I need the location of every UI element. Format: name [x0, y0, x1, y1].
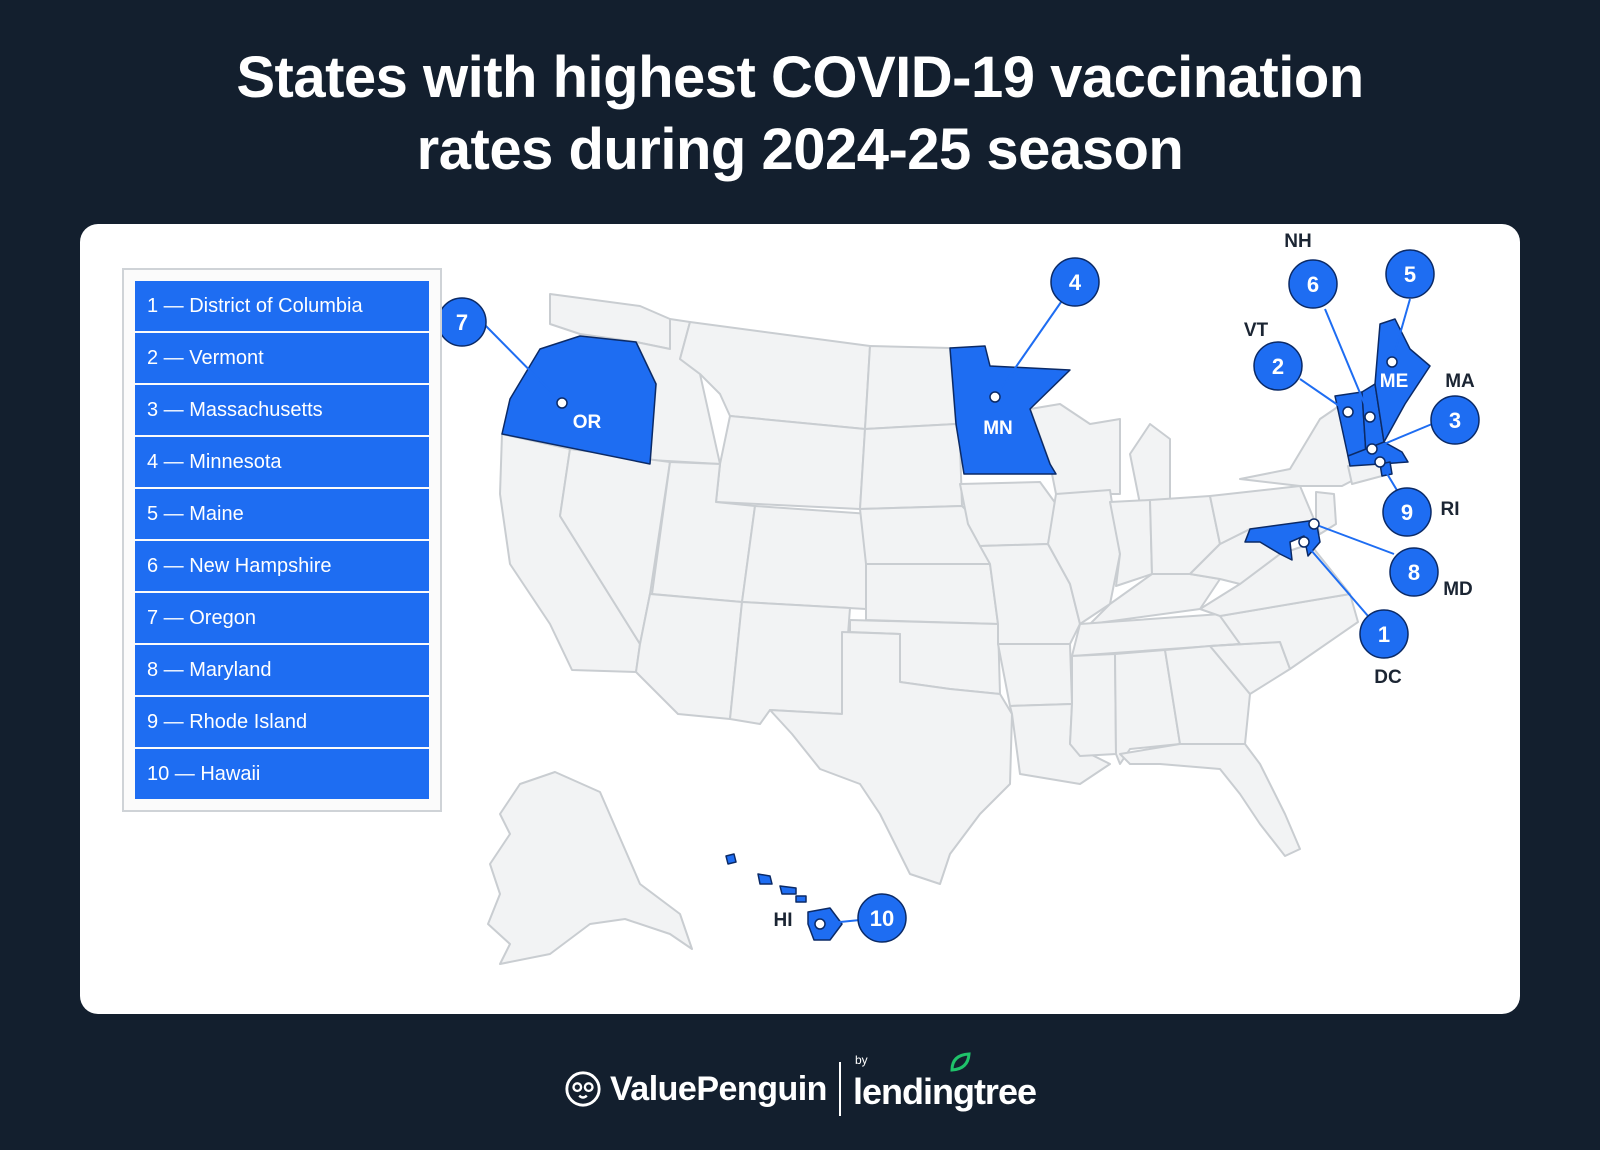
svg-text:7: 7 — [456, 310, 468, 335]
marker-rank-3: 3 — [1430, 395, 1480, 445]
state-alaska — [487, 771, 693, 965]
dot-dc — [1298, 536, 1310, 548]
us-map: 7 4 6 5 2 3 9 — [437, 231, 1480, 965]
label-ri: RI — [1441, 499, 1460, 520]
footer: ValuePenguin by lendingtree — [0, 1052, 1600, 1116]
svg-text:4: 4 — [1069, 270, 1082, 295]
state-minnesota — [949, 345, 1071, 475]
legend-item: 3 — Massachusetts — [135, 385, 429, 435]
dot-or — [556, 397, 568, 409]
svg-text:5: 5 — [1404, 262, 1416, 287]
lendingtree-logo: by lendingtree — [852, 1052, 1037, 1113]
state-florida — [1119, 743, 1301, 857]
dot-nh — [1364, 411, 1376, 423]
by-label: by — [854, 1053, 868, 1067]
legend-item: 8 — Maryland — [135, 645, 429, 695]
svg-text:3: 3 — [1449, 408, 1461, 433]
dot-vt — [1342, 406, 1354, 418]
legend: 1 — District of Columbia 2 — Vermont 3 —… — [122, 268, 442, 812]
legend-item: 6 — New Hampshire — [135, 541, 429, 591]
state-colorado — [741, 505, 871, 610]
svg-text:8: 8 — [1408, 560, 1420, 585]
state-south-dakota — [859, 423, 963, 510]
marker-rank-2: 2 — [1253, 341, 1303, 391]
state-massachusetts — [1347, 441, 1409, 467]
marker-rank-8: 8 — [1389, 547, 1439, 597]
state-labels: OR MN ME NH VT MA RI MD DC HI — [573, 231, 1475, 931]
partner-name: lendingtree — [852, 1071, 1037, 1112]
state-maryland — [1244, 519, 1321, 561]
leaf-icon — [950, 1052, 971, 1072]
label-or: OR — [573, 412, 602, 433]
title-line-1: States with highest COVID-19 vaccination — [236, 45, 1364, 110]
state-mississippi — [1069, 653, 1117, 757]
legend-item: 7 — Oregon — [135, 593, 429, 643]
label-ma: MA — [1445, 371, 1475, 392]
state-hawaii-1 — [725, 853, 737, 865]
dot-ma — [1366, 443, 1378, 455]
state-hawaii-3 — [779, 885, 797, 895]
base-states — [487, 293, 1383, 965]
state-wyoming — [715, 415, 866, 510]
state-indiana — [1109, 499, 1153, 587]
label-dc: DC — [1374, 667, 1402, 688]
label-me: ME — [1380, 371, 1409, 392]
title-line-2: rates during 2024-25 season — [416, 117, 1184, 182]
state-new-mexico — [729, 601, 851, 725]
state-georgia — [1164, 645, 1251, 745]
legend-item: 1 — District of Columbia — [135, 281, 429, 331]
dot-mn — [989, 391, 1001, 403]
legend-item: 5 — Maine — [135, 489, 429, 539]
penguin-icon — [565, 1071, 601, 1107]
state-texas — [769, 631, 1013, 885]
marker-rank-7: 7 — [437, 297, 487, 347]
state-hawaii-2 — [757, 873, 773, 885]
footer-divider — [838, 1062, 841, 1116]
state-hawaii-4 — [795, 895, 807, 903]
marker-rank-1: 1 — [1359, 609, 1409, 659]
state-oregon — [501, 335, 657, 465]
dot-hi — [814, 918, 826, 930]
state-maine — [1374, 318, 1431, 443]
marker-rank-5: 5 — [1385, 249, 1435, 299]
marker-rank-6: 6 — [1288, 259, 1338, 309]
legend-item: 10 — Hawaii — [135, 749, 429, 799]
label-hi: HI — [774, 910, 793, 931]
dot-md — [1308, 518, 1320, 530]
state-illinois — [1047, 489, 1121, 625]
state-north-carolina — [1209, 593, 1359, 670]
state-north-dakota — [864, 345, 957, 430]
label-md: MD — [1443, 579, 1473, 600]
svg-text:10: 10 — [870, 906, 894, 931]
anchor-dots — [556, 356, 1398, 930]
state-arkansas — [997, 643, 1073, 707]
label-vt: VT — [1244, 320, 1269, 341]
rank-markers: 7 4 6 5 2 3 9 — [437, 249, 1480, 943]
legend-item: 4 — Minnesota — [135, 437, 429, 487]
valuepenguin-logo: ValuePenguin — [564, 1070, 827, 1109]
legend-item: 9 — Rhode Island — [135, 697, 429, 747]
marker-rank-4: 4 — [1050, 257, 1100, 307]
svg-text:6: 6 — [1307, 272, 1319, 297]
state-arizona — [635, 593, 743, 720]
dot-ri — [1374, 456, 1386, 468]
page-title: States with highest COVID-19 vaccination… — [0, 42, 1600, 186]
legend-item: 2 — Vermont — [135, 333, 429, 383]
svg-text:9: 9 — [1401, 500, 1413, 525]
label-mn: MN — [983, 418, 1013, 439]
state-iowa — [959, 481, 1057, 547]
svg-text:1: 1 — [1378, 622, 1390, 647]
label-nh: NH — [1284, 231, 1311, 252]
map-card: 7 4 6 5 2 3 9 — [80, 224, 1520, 1014]
state-michigan — [1129, 423, 1171, 505]
svg-text:2: 2 — [1272, 354, 1284, 379]
brand-name: ValuePenguin — [610, 1069, 827, 1108]
state-kansas — [865, 563, 999, 625]
marker-rank-9: 9 — [1382, 487, 1432, 537]
dot-me — [1386, 356, 1398, 368]
marker-rank-10: 10 — [857, 893, 907, 943]
